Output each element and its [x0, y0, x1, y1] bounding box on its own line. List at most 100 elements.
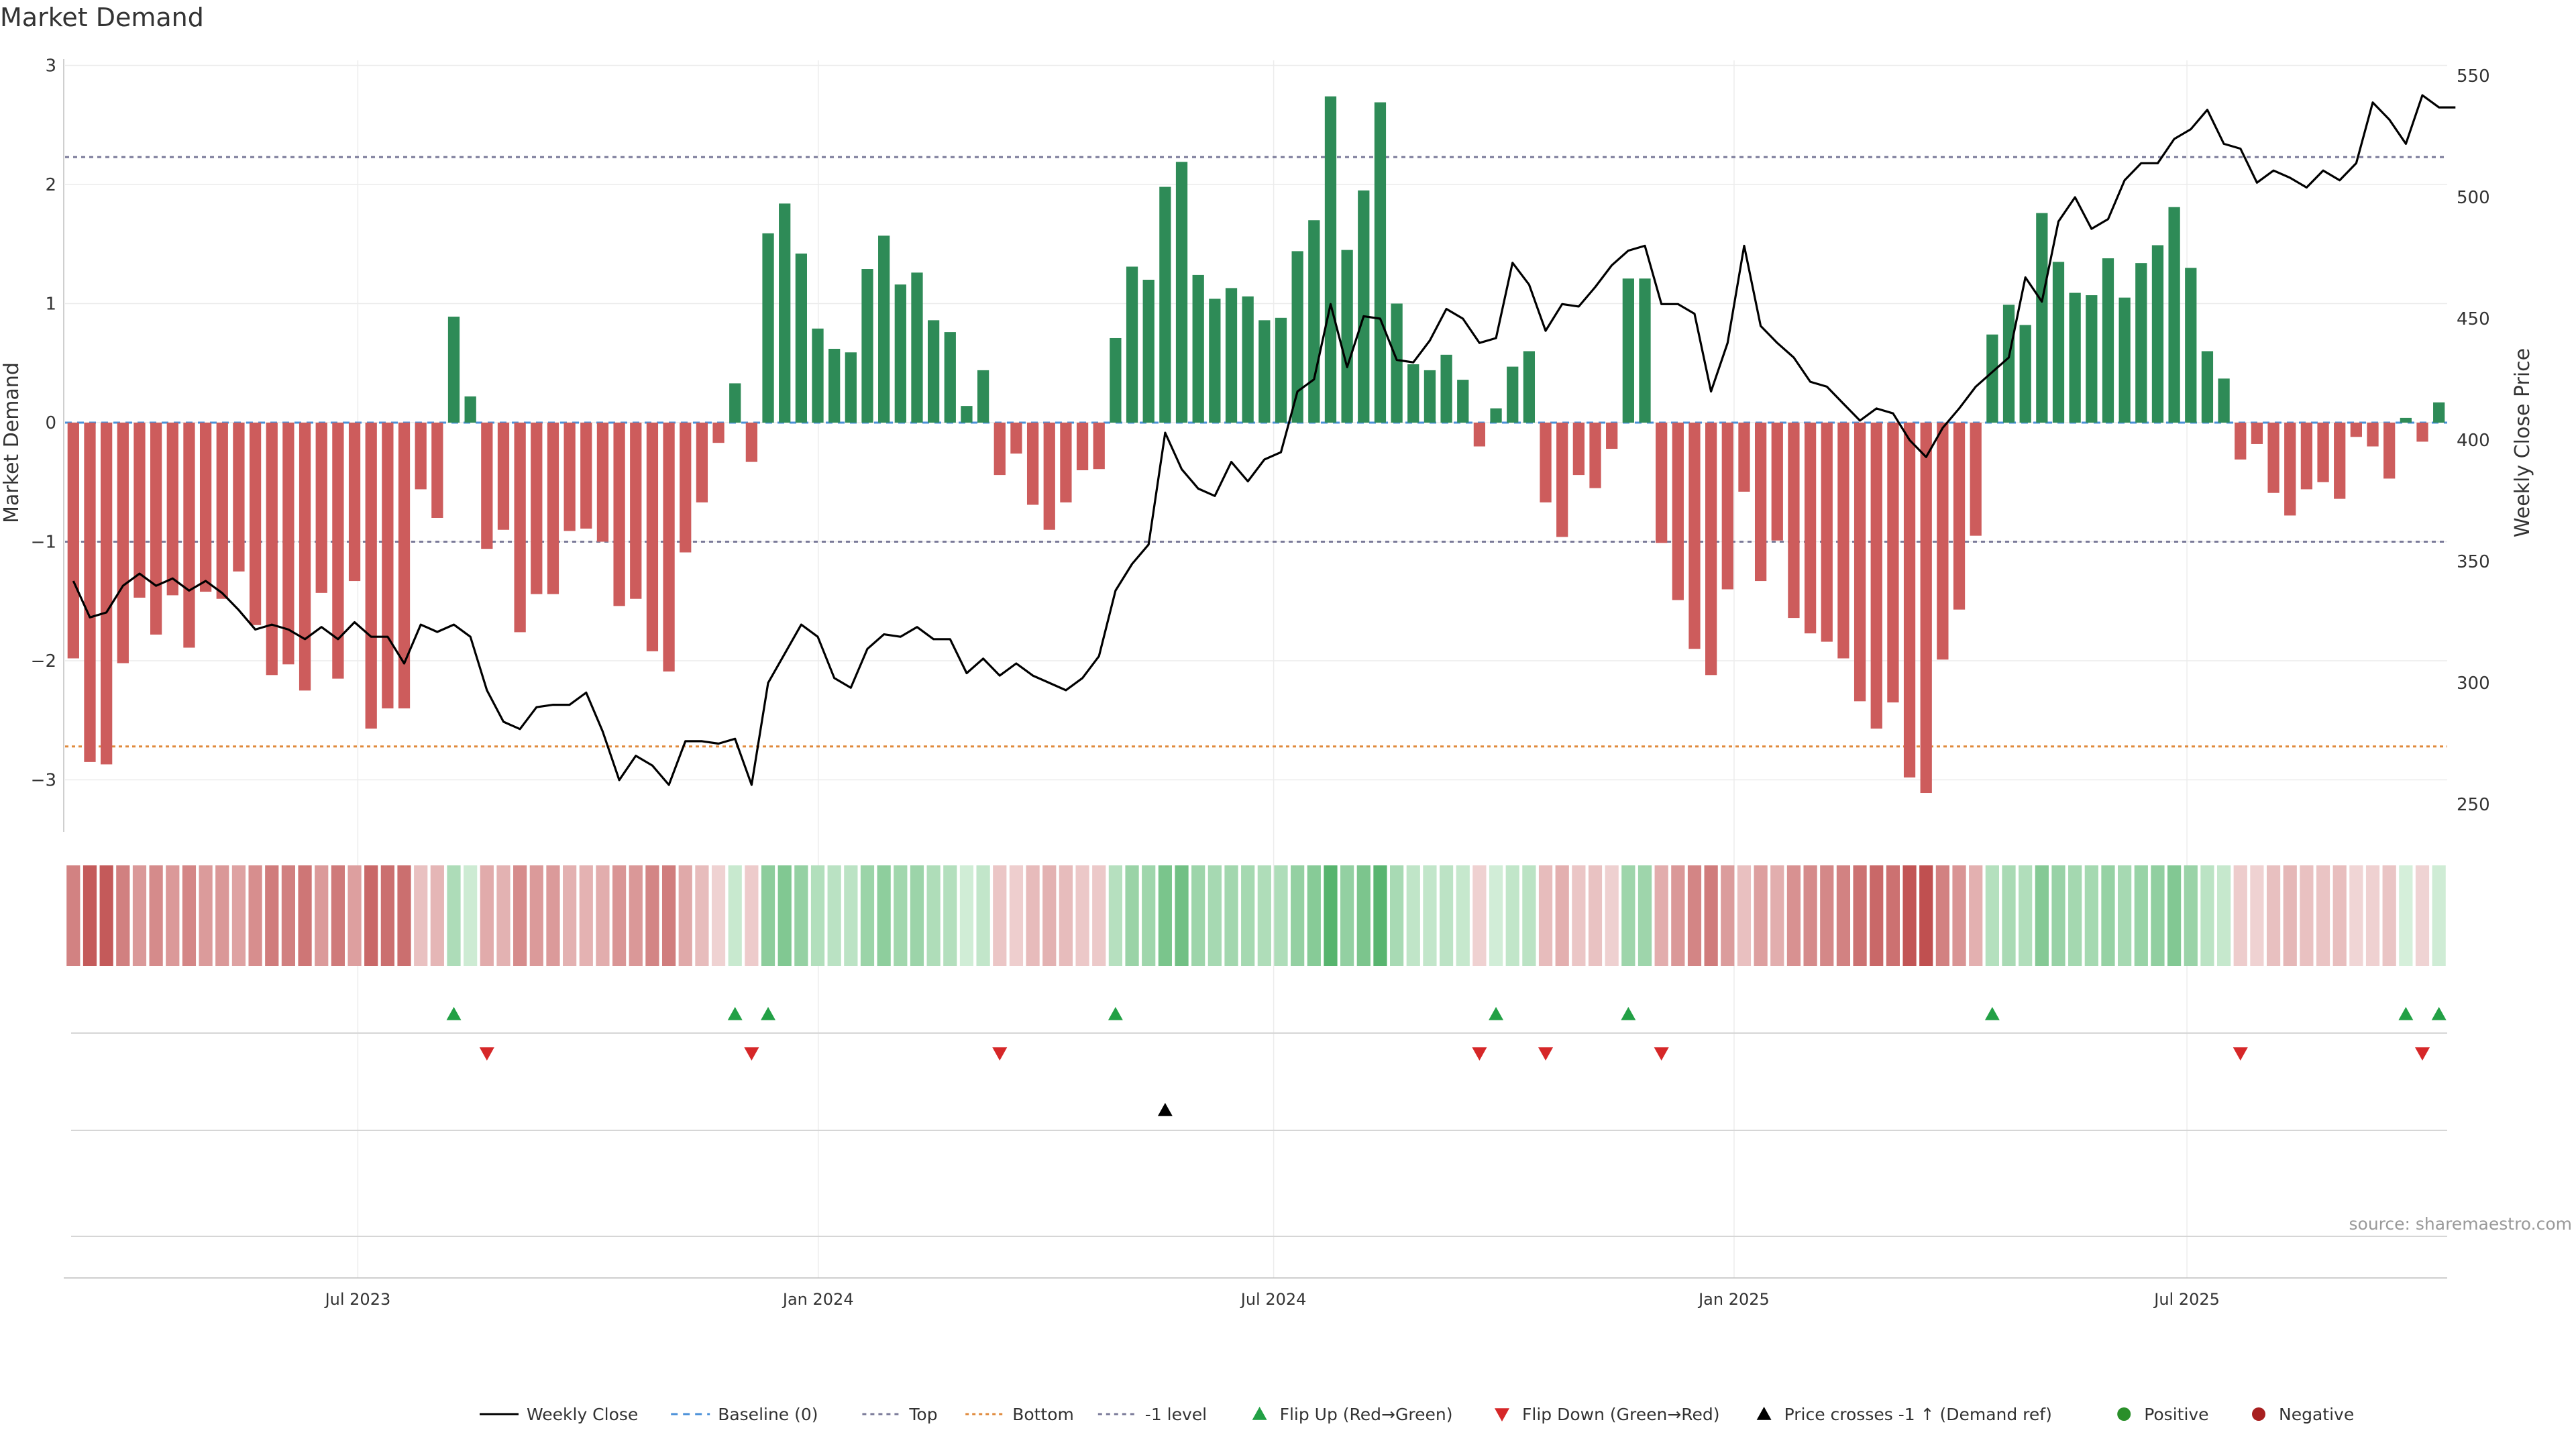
heat-cell — [926, 865, 941, 966]
demand-bar — [1026, 423, 1039, 505]
demand-bar — [1457, 380, 1469, 423]
heat-cell — [1522, 865, 1536, 966]
heat-cell — [2035, 865, 2049, 966]
heat-cell — [2051, 865, 2065, 966]
flip-up-marker — [1489, 1007, 1504, 1020]
flip-down-marker — [2233, 1047, 2248, 1061]
x-tick-label: Jan 2025 — [1697, 1290, 1770, 1309]
legend-label: Baseline (0) — [718, 1405, 818, 1424]
heat-cell — [1985, 865, 1999, 966]
heat-cell — [66, 865, 80, 966]
heat-cell — [910, 865, 924, 966]
demand-bar — [779, 203, 791, 423]
y2-tick-label: 450 — [2457, 309, 2490, 329]
heat-cell — [612, 865, 627, 966]
heat-cell — [1538, 865, 1553, 966]
demand-bar — [845, 352, 857, 423]
demand-bar — [348, 423, 361, 582]
demand-bar — [564, 423, 576, 531]
heat-cell — [83, 865, 97, 966]
demand-bar — [101, 423, 113, 765]
demand-bar — [1821, 423, 1833, 642]
demand-bar — [613, 423, 625, 606]
demand-bar — [928, 320, 940, 423]
flip-down-marker — [2415, 1047, 2430, 1061]
heat-cell — [2101, 865, 2115, 966]
demand-bar — [1358, 190, 1370, 423]
demand-bar — [1986, 334, 1998, 423]
heat-cell — [1291, 865, 1305, 966]
legend-swatch-positive — [2117, 1407, 2131, 1421]
heat-cell — [2151, 865, 2165, 966]
demand-bar — [2383, 423, 2396, 479]
price-line-layer — [72, 94, 2456, 786]
demand-bar — [1159, 186, 1171, 423]
demand-bar — [2218, 378, 2230, 423]
heat-cell — [546, 865, 560, 966]
heat-cell — [1836, 865, 1851, 966]
demand-bar — [1424, 370, 1436, 423]
heat-cell — [1075, 865, 1089, 966]
heat-cell — [2019, 865, 2033, 966]
flip-up-marker — [1621, 1007, 1636, 1020]
heat-cell — [1241, 865, 1255, 966]
heat-cell — [2332, 865, 2347, 966]
demand-bar — [580, 423, 592, 529]
heat-cell — [2084, 865, 2098, 966]
heat-cell — [248, 865, 262, 966]
legend-swatch-cross — [1756, 1407, 1772, 1420]
demand-bar — [1407, 364, 1419, 423]
heat-cell — [1472, 865, 1487, 966]
flip-up-marker — [446, 1007, 462, 1020]
demand-bar — [2367, 423, 2379, 447]
heat-cell — [810, 865, 825, 966]
legend-label: Flip Down (Green→Red) — [1522, 1405, 1720, 1424]
y-tick-label: −3 — [31, 771, 56, 791]
heat-cell — [2316, 865, 2330, 966]
heat-cell — [2167, 865, 2182, 966]
demand-bar — [67, 423, 79, 659]
heat-cell — [464, 865, 478, 966]
heat-cell — [364, 865, 378, 966]
demand-bar — [828, 348, 841, 423]
heat-cell — [1820, 865, 1834, 966]
demand-bar — [84, 423, 96, 762]
demand-bar — [1837, 423, 1849, 659]
demand-bar — [1771, 423, 1783, 541]
demand-bar — [1242, 296, 1254, 423]
flip-up-marker — [727, 1007, 743, 1020]
demand-bar — [2102, 258, 2114, 423]
demand-bar — [1937, 423, 1949, 660]
heat-cell — [1009, 865, 1024, 966]
y-tick-label: 0 — [45, 413, 56, 433]
demand-bar — [365, 423, 377, 729]
demand-bar — [2201, 351, 2214, 423]
heat-cell — [430, 865, 444, 966]
heat-cell — [695, 865, 709, 966]
flip-down-marker — [992, 1047, 1008, 1061]
demand-bar — [2416, 423, 2428, 442]
heat-cell — [794, 865, 808, 966]
heat-cell — [1704, 865, 1718, 966]
demand-bar — [1622, 278, 1634, 423]
y-axis-title: Market Demand — [0, 362, 23, 523]
demand-bar — [514, 423, 526, 633]
demand-bar — [315, 423, 327, 593]
demand-bar — [133, 423, 146, 598]
heat-cell — [1737, 865, 1752, 966]
heat-cell — [1770, 865, 1784, 966]
flip-up-marker — [1984, 1007, 2000, 1020]
heat-cell — [1870, 865, 1884, 966]
heat-cell — [1125, 865, 1139, 966]
demand-bar — [2251, 423, 2263, 444]
heat-cell — [2068, 865, 2082, 966]
demand-bar — [646, 423, 659, 651]
heat-cell — [480, 865, 494, 966]
demand-bar — [1606, 423, 1618, 449]
demand-bar — [795, 253, 807, 423]
demand-bar — [216, 423, 228, 599]
flip-up-marker — [2431, 1007, 2447, 1020]
demand-bar — [1374, 102, 1387, 423]
heat-cell — [1423, 865, 1437, 966]
